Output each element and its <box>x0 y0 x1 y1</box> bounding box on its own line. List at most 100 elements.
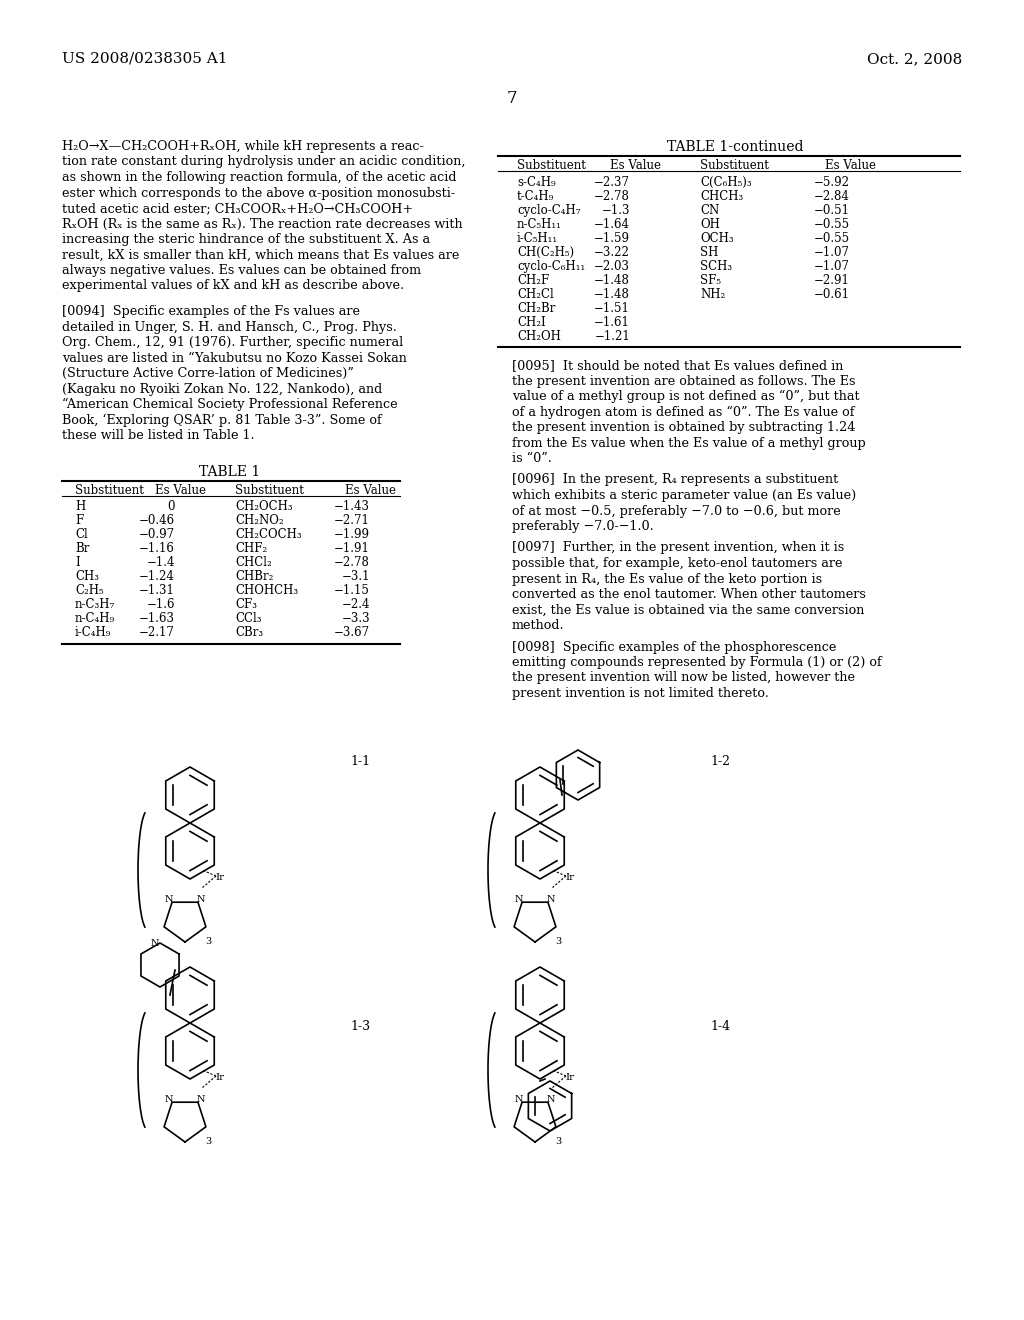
Text: values are listed in “Yakubutsu no Kozo Kassei Sokan: values are listed in “Yakubutsu no Kozo … <box>62 351 407 364</box>
Text: −1.15: −1.15 <box>334 585 370 598</box>
Text: value of a methyl group is not defined as “0”, but that: value of a methyl group is not defined a… <box>512 389 859 403</box>
Text: −1.6: −1.6 <box>146 598 175 611</box>
Text: Substituent: Substituent <box>700 158 769 172</box>
Text: of at most −0.5, preferably −7.0 to −0.6, but more: of at most −0.5, preferably −7.0 to −0.6… <box>512 504 841 517</box>
Text: which exhibits a steric parameter value (an Es value): which exhibits a steric parameter value … <box>512 488 856 502</box>
Text: CH₂I: CH₂I <box>517 315 546 329</box>
Text: N: N <box>165 895 173 904</box>
Text: of a hydrogen atom is defined as “0”. The Es value of: of a hydrogen atom is defined as “0”. Th… <box>512 405 854 418</box>
Text: OCH₃: OCH₃ <box>700 232 733 246</box>
Text: 3: 3 <box>555 1138 561 1147</box>
Text: CH₂Br: CH₂Br <box>517 302 555 315</box>
Text: −1.16: −1.16 <box>139 543 175 556</box>
Text: ester which corresponds to the above α-position monosubsti-: ester which corresponds to the above α-p… <box>62 186 455 199</box>
Text: CH₂Cl: CH₂Cl <box>517 288 554 301</box>
Text: −2.17: −2.17 <box>139 627 175 639</box>
Text: −1.51: −1.51 <box>594 302 630 315</box>
Text: −3.22: −3.22 <box>594 246 630 259</box>
Text: −1.63: −1.63 <box>139 612 175 626</box>
Text: −1.48: −1.48 <box>594 275 630 286</box>
Text: [0095]  It should be noted that Es values defined in: [0095] It should be noted that Es values… <box>512 359 844 372</box>
Text: CH₂COCH₃: CH₂COCH₃ <box>234 528 302 541</box>
Text: these will be listed in Table 1.: these will be listed in Table 1. <box>62 429 255 442</box>
Text: [0096]  In the present, R₄ represents a substituent: [0096] In the present, R₄ represents a s… <box>512 474 839 487</box>
Text: N: N <box>151 939 160 948</box>
Text: exist, the Es value is obtained via the same conversion: exist, the Es value is obtained via the … <box>512 603 864 616</box>
Text: 1-3: 1-3 <box>350 1020 370 1034</box>
Text: emitting compounds represented by Formula (1) or (2) of: emitting compounds represented by Formul… <box>512 656 882 669</box>
Text: s-C₄H₉: s-C₄H₉ <box>517 176 556 189</box>
Text: 1-2: 1-2 <box>710 755 730 768</box>
Text: −0.55: −0.55 <box>814 232 850 246</box>
Text: −1.64: −1.64 <box>594 218 630 231</box>
Text: N: N <box>515 895 523 904</box>
Text: CH₂OH: CH₂OH <box>517 330 561 343</box>
Text: present in R₄, the Es value of the keto portion is: present in R₄, the Es value of the keto … <box>512 573 822 586</box>
Text: 1-1: 1-1 <box>350 755 370 768</box>
Text: experimental values of kX and kH as describe above.: experimental values of kX and kH as desc… <box>62 280 404 293</box>
Text: CHCl₂: CHCl₂ <box>234 557 271 569</box>
Text: −1.07: −1.07 <box>814 246 850 259</box>
Text: −2.71: −2.71 <box>334 515 370 528</box>
Text: CF₃: CF₃ <box>234 598 257 611</box>
Text: −2.4: −2.4 <box>341 598 370 611</box>
Text: C₂H₅: C₂H₅ <box>75 585 103 598</box>
Text: C(C₆H₅)₃: C(C₆H₅)₃ <box>700 176 752 189</box>
Text: SH: SH <box>700 246 719 259</box>
Text: i-C₄H₉: i-C₄H₉ <box>75 627 112 639</box>
Text: −0.51: −0.51 <box>814 205 850 216</box>
Text: SF₅: SF₅ <box>700 275 721 286</box>
Text: H₂O→X—CH₂COOH+RₓOH, while kH represents a reac-: H₂O→X—CH₂COOH+RₓOH, while kH represents … <box>62 140 424 153</box>
Text: CN: CN <box>700 205 719 216</box>
Text: −2.91: −2.91 <box>814 275 850 286</box>
Text: (Kagaku no Ryoiki Zokan No. 122, Nankodo), and: (Kagaku no Ryoiki Zokan No. 122, Nankodo… <box>62 383 382 396</box>
Text: N: N <box>165 1096 173 1105</box>
Text: Book, ‘Exploring QSAR’ p. 81 Table 3-3”. Some of: Book, ‘Exploring QSAR’ p. 81 Table 3-3”.… <box>62 413 382 426</box>
Text: −2.37: −2.37 <box>594 176 630 189</box>
Text: Substituent: Substituent <box>75 483 144 496</box>
Text: the present invention are obtained as follows. The Es: the present invention are obtained as fo… <box>512 375 855 388</box>
Text: detailed in Unger, S. H. and Hansch, C., Prog. Phys.: detailed in Unger, S. H. and Hansch, C.,… <box>62 321 397 334</box>
Text: −1.24: −1.24 <box>139 570 175 583</box>
Text: −2.78: −2.78 <box>594 190 630 203</box>
Text: 1-4: 1-4 <box>710 1020 730 1034</box>
Text: Substituent: Substituent <box>517 158 586 172</box>
Text: converted as the enol tautomer. When other tautomers: converted as the enol tautomer. When oth… <box>512 587 866 601</box>
Text: H: H <box>75 500 85 513</box>
Text: t-C₄H₉: t-C₄H₉ <box>517 190 554 203</box>
Text: OH: OH <box>700 218 720 231</box>
Text: CBr₃: CBr₃ <box>234 627 263 639</box>
Text: −0.46: −0.46 <box>139 515 175 528</box>
Text: −3.1: −3.1 <box>341 570 370 583</box>
Text: −1.61: −1.61 <box>594 315 630 329</box>
Text: tion rate constant during hydrolysis under an acidic condition,: tion rate constant during hydrolysis und… <box>62 156 466 169</box>
Text: −1.21: −1.21 <box>594 330 630 343</box>
Text: “American Chemical Society Professional Reference: “American Chemical Society Professional … <box>62 399 397 412</box>
Text: [0094]  Specific examples of the Fs values are: [0094] Specific examples of the Fs value… <box>62 305 360 318</box>
Text: CH(C₂H₅): CH(C₂H₅) <box>517 246 574 259</box>
Text: Es Value: Es Value <box>345 483 396 496</box>
Text: Ir: Ir <box>215 874 224 883</box>
Text: preferably −7.0-−1.0.: preferably −7.0-−1.0. <box>512 520 653 533</box>
Text: TABLE 1-continued: TABLE 1-continued <box>667 140 803 154</box>
Text: CHOHCH₃: CHOHCH₃ <box>234 585 298 598</box>
Text: −1.07: −1.07 <box>814 260 850 273</box>
Text: NH₂: NH₂ <box>700 288 725 301</box>
Text: as shown in the following reaction formula, of the acetic acid: as shown in the following reaction formu… <box>62 172 457 183</box>
Text: −0.97: −0.97 <box>139 528 175 541</box>
Text: tuted acetic acid ester; CH₃COORₓ+H₂O→CH₃COOH+: tuted acetic acid ester; CH₃COORₓ+H₂O→CH… <box>62 202 413 215</box>
Text: −1.3: −1.3 <box>601 205 630 216</box>
Text: N: N <box>547 1096 555 1105</box>
Text: −0.55: −0.55 <box>814 218 850 231</box>
Text: −1.4: −1.4 <box>146 557 175 569</box>
Text: Ir: Ir <box>215 1073 224 1082</box>
Text: −0.61: −0.61 <box>814 288 850 301</box>
Text: Oct. 2, 2008: Oct. 2, 2008 <box>866 51 962 66</box>
Text: CHF₂: CHF₂ <box>234 543 267 556</box>
Text: n-C₅H₁₁: n-C₅H₁₁ <box>517 218 562 231</box>
Text: CH₂NO₂: CH₂NO₂ <box>234 515 284 528</box>
Text: cyclo-C₆H₁₁: cyclo-C₆H₁₁ <box>517 260 586 273</box>
Text: the present invention is obtained by subtracting 1.24: the present invention is obtained by sub… <box>512 421 855 434</box>
Text: Es Value: Es Value <box>155 483 206 496</box>
Text: Es Value: Es Value <box>825 158 876 172</box>
